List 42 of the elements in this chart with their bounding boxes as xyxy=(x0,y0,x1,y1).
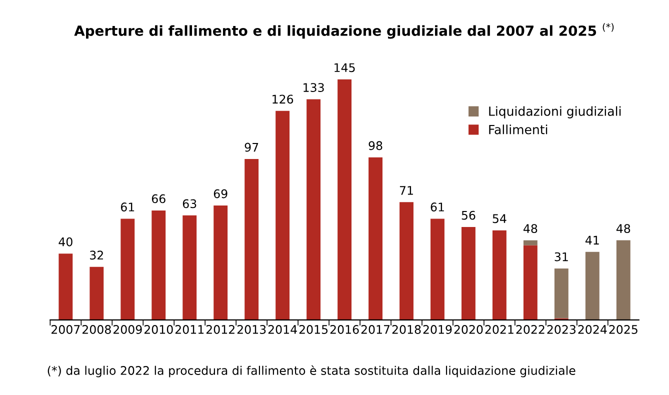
x-tick-label: 2013 xyxy=(237,325,266,334)
x-tick-label: 2012 xyxy=(206,325,234,334)
total-label: 48 xyxy=(524,224,538,234)
chart-title: Aperture di fallimento e di liquidazione giudiziale dal 2007 al 2025 $^{(*)}$ xyxy=(74,23,614,39)
x-tick-label: 2017 xyxy=(361,325,390,334)
x-tick-label: 2008 xyxy=(82,325,111,334)
data-label: 145 xyxy=(334,63,355,72)
x-tick-label: 2023 xyxy=(547,325,576,334)
data-label: 98 xyxy=(368,141,382,150)
data-label: 133 xyxy=(304,83,324,92)
data-label: 97 xyxy=(244,142,258,152)
data-label: 63 xyxy=(182,199,196,208)
total-label: 31 xyxy=(554,252,568,262)
x-tick-label: 2015 xyxy=(299,325,328,334)
legend-label: Fallimenti xyxy=(489,124,548,134)
data-label: 61 xyxy=(430,202,444,212)
x-tick-label: 2016 xyxy=(330,325,359,334)
data-label: 54 xyxy=(492,214,506,224)
data-label: 126 xyxy=(272,94,294,104)
data-label: 71 xyxy=(400,186,413,195)
x-tick-label: 2007 xyxy=(52,325,80,334)
data-label: 66 xyxy=(152,194,166,204)
data-label: 48 xyxy=(616,224,630,234)
data-label: 41 xyxy=(585,236,599,244)
x-tick-label: 2021 xyxy=(485,325,514,334)
data-label: 40 xyxy=(58,237,72,246)
data-label: 56 xyxy=(462,210,476,220)
x-tick-label: 2020 xyxy=(454,325,483,334)
data-label: 61 xyxy=(120,202,134,212)
legend-label: Liquidazioni giudiziali xyxy=(489,106,621,118)
x-tick-label: 2014 xyxy=(268,325,297,334)
x-tick-label: 2025 xyxy=(609,325,638,334)
x-tick-label: 2011 xyxy=(175,325,204,334)
x-tick-label: 2022 xyxy=(516,325,544,334)
x-tick-label: 2009 xyxy=(113,325,142,334)
text: (*) da luglio 2022 la procedura di fallimento è stata sostituita dalla liquidazione giudiziale xyxy=(48,365,576,378)
x-tick-label: 2018 xyxy=(392,325,421,334)
data-label: 32 xyxy=(90,250,103,260)
x-tick-label: 2010 xyxy=(144,325,173,334)
x-tick-label: 2024 xyxy=(578,325,607,334)
data-label: 69 xyxy=(214,189,228,198)
x-tick-label: 2019 xyxy=(423,325,452,334)
